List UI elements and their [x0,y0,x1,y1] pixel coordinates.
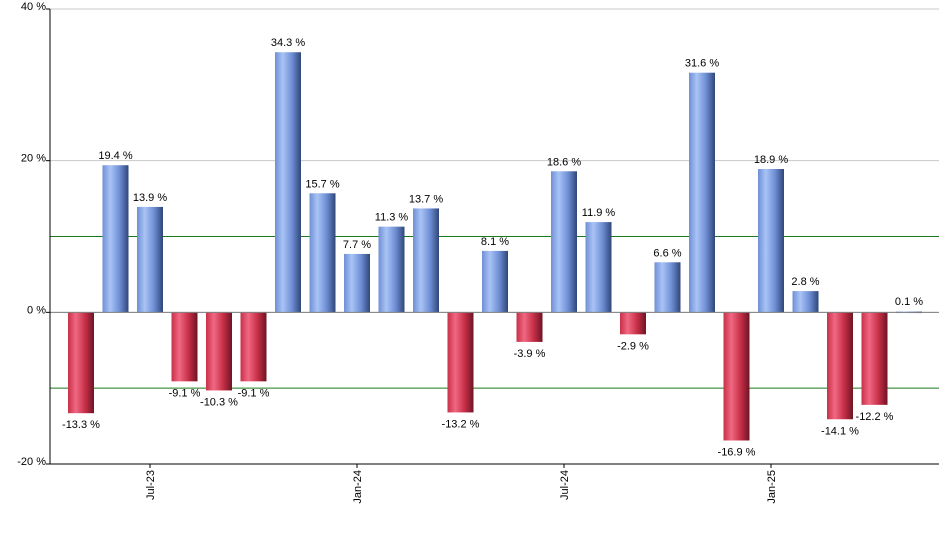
bar-19 [723,312,750,441]
bar-0 [68,312,94,414]
data-label-8: 7.7 % [343,239,371,251]
data-label-12: 8.1 % [481,236,509,248]
bar-11 [447,312,474,413]
y-tick-label: 20 % [21,153,46,165]
bar-2 [137,206,163,313]
bar-4 [206,312,232,391]
data-label-16: -2.9 % [617,340,649,352]
data-label-23: -12.2 % [856,411,894,423]
bar-14 [551,171,577,313]
bar-23 [861,312,888,405]
data-labels: -13.3 % 19.4 % 13.9 % -9.1 %-10.3 %-9.1 % 34… [62,37,923,458]
data-label-5: -9.1 % [238,387,270,399]
bar-8 [344,253,370,313]
data-label-21: 2.8 % [791,276,819,288]
data-label-10: 13.7 % [409,193,443,205]
bar-6 [275,52,301,313]
x-tick-label: Jan-24 [352,470,364,504]
data-label-20: 18.9 % [754,154,788,166]
data-label-3: -9.1 % [169,387,201,399]
data-label-13: -3.9 % [514,348,546,360]
x-tick-label: Jul-23 [145,470,157,500]
y-axis-ticks: 40 % 20 % 0 % -20 % [17,1,50,468]
bar-7 [309,193,336,313]
data-label-19: -16.9 % [718,446,756,458]
y-tick-label: 0 % [27,304,46,316]
bar-9 [378,226,405,313]
data-label-18: 31.6 % [685,58,719,70]
bar-21 [792,291,819,313]
data-label-15: 11.9 % [582,207,616,219]
data-label-7: 15.7 % [305,178,339,190]
bar-18 [689,72,715,313]
bar-16 [620,312,646,335]
axes [49,9,939,465]
bar-5 [240,312,267,382]
bar-12 [482,250,508,313]
bar-13 [516,312,543,342]
data-label-4: -10.3 % [200,396,238,408]
bars [68,52,922,441]
y-tick-label: 40 % [21,1,46,13]
data-label-6: 34.3 % [271,37,305,49]
data-label-11: -13.2 % [442,418,480,430]
x-axis-ticks: Jul-23 Jan-24 Jul-24 Jan-25 [145,464,778,504]
data-label-0: -13.3 % [62,419,100,431]
bar-1 [102,165,129,313]
bar-10 [413,208,439,313]
data-label-24: 0.1 % [895,296,923,308]
bar-3 [171,312,198,382]
x-tick-label: Jan-25 [766,470,778,504]
data-label-1: 19.4 % [98,150,132,162]
bar-22 [827,312,853,420]
data-label-2: 13.9 % [133,192,167,204]
bar-20 [758,169,784,313]
reference-lines [50,236,939,389]
data-label-14: 18.6 % [547,156,581,168]
data-label-17: 6.6 % [653,247,681,259]
data-label-22: -14.1 % [821,425,859,437]
x-tick-label: Jul-24 [559,470,571,500]
bar-17 [654,262,681,313]
data-label-9: 11.3 % [375,212,409,224]
bar-15 [585,222,612,313]
y-tick-label: -20 % [17,456,46,468]
